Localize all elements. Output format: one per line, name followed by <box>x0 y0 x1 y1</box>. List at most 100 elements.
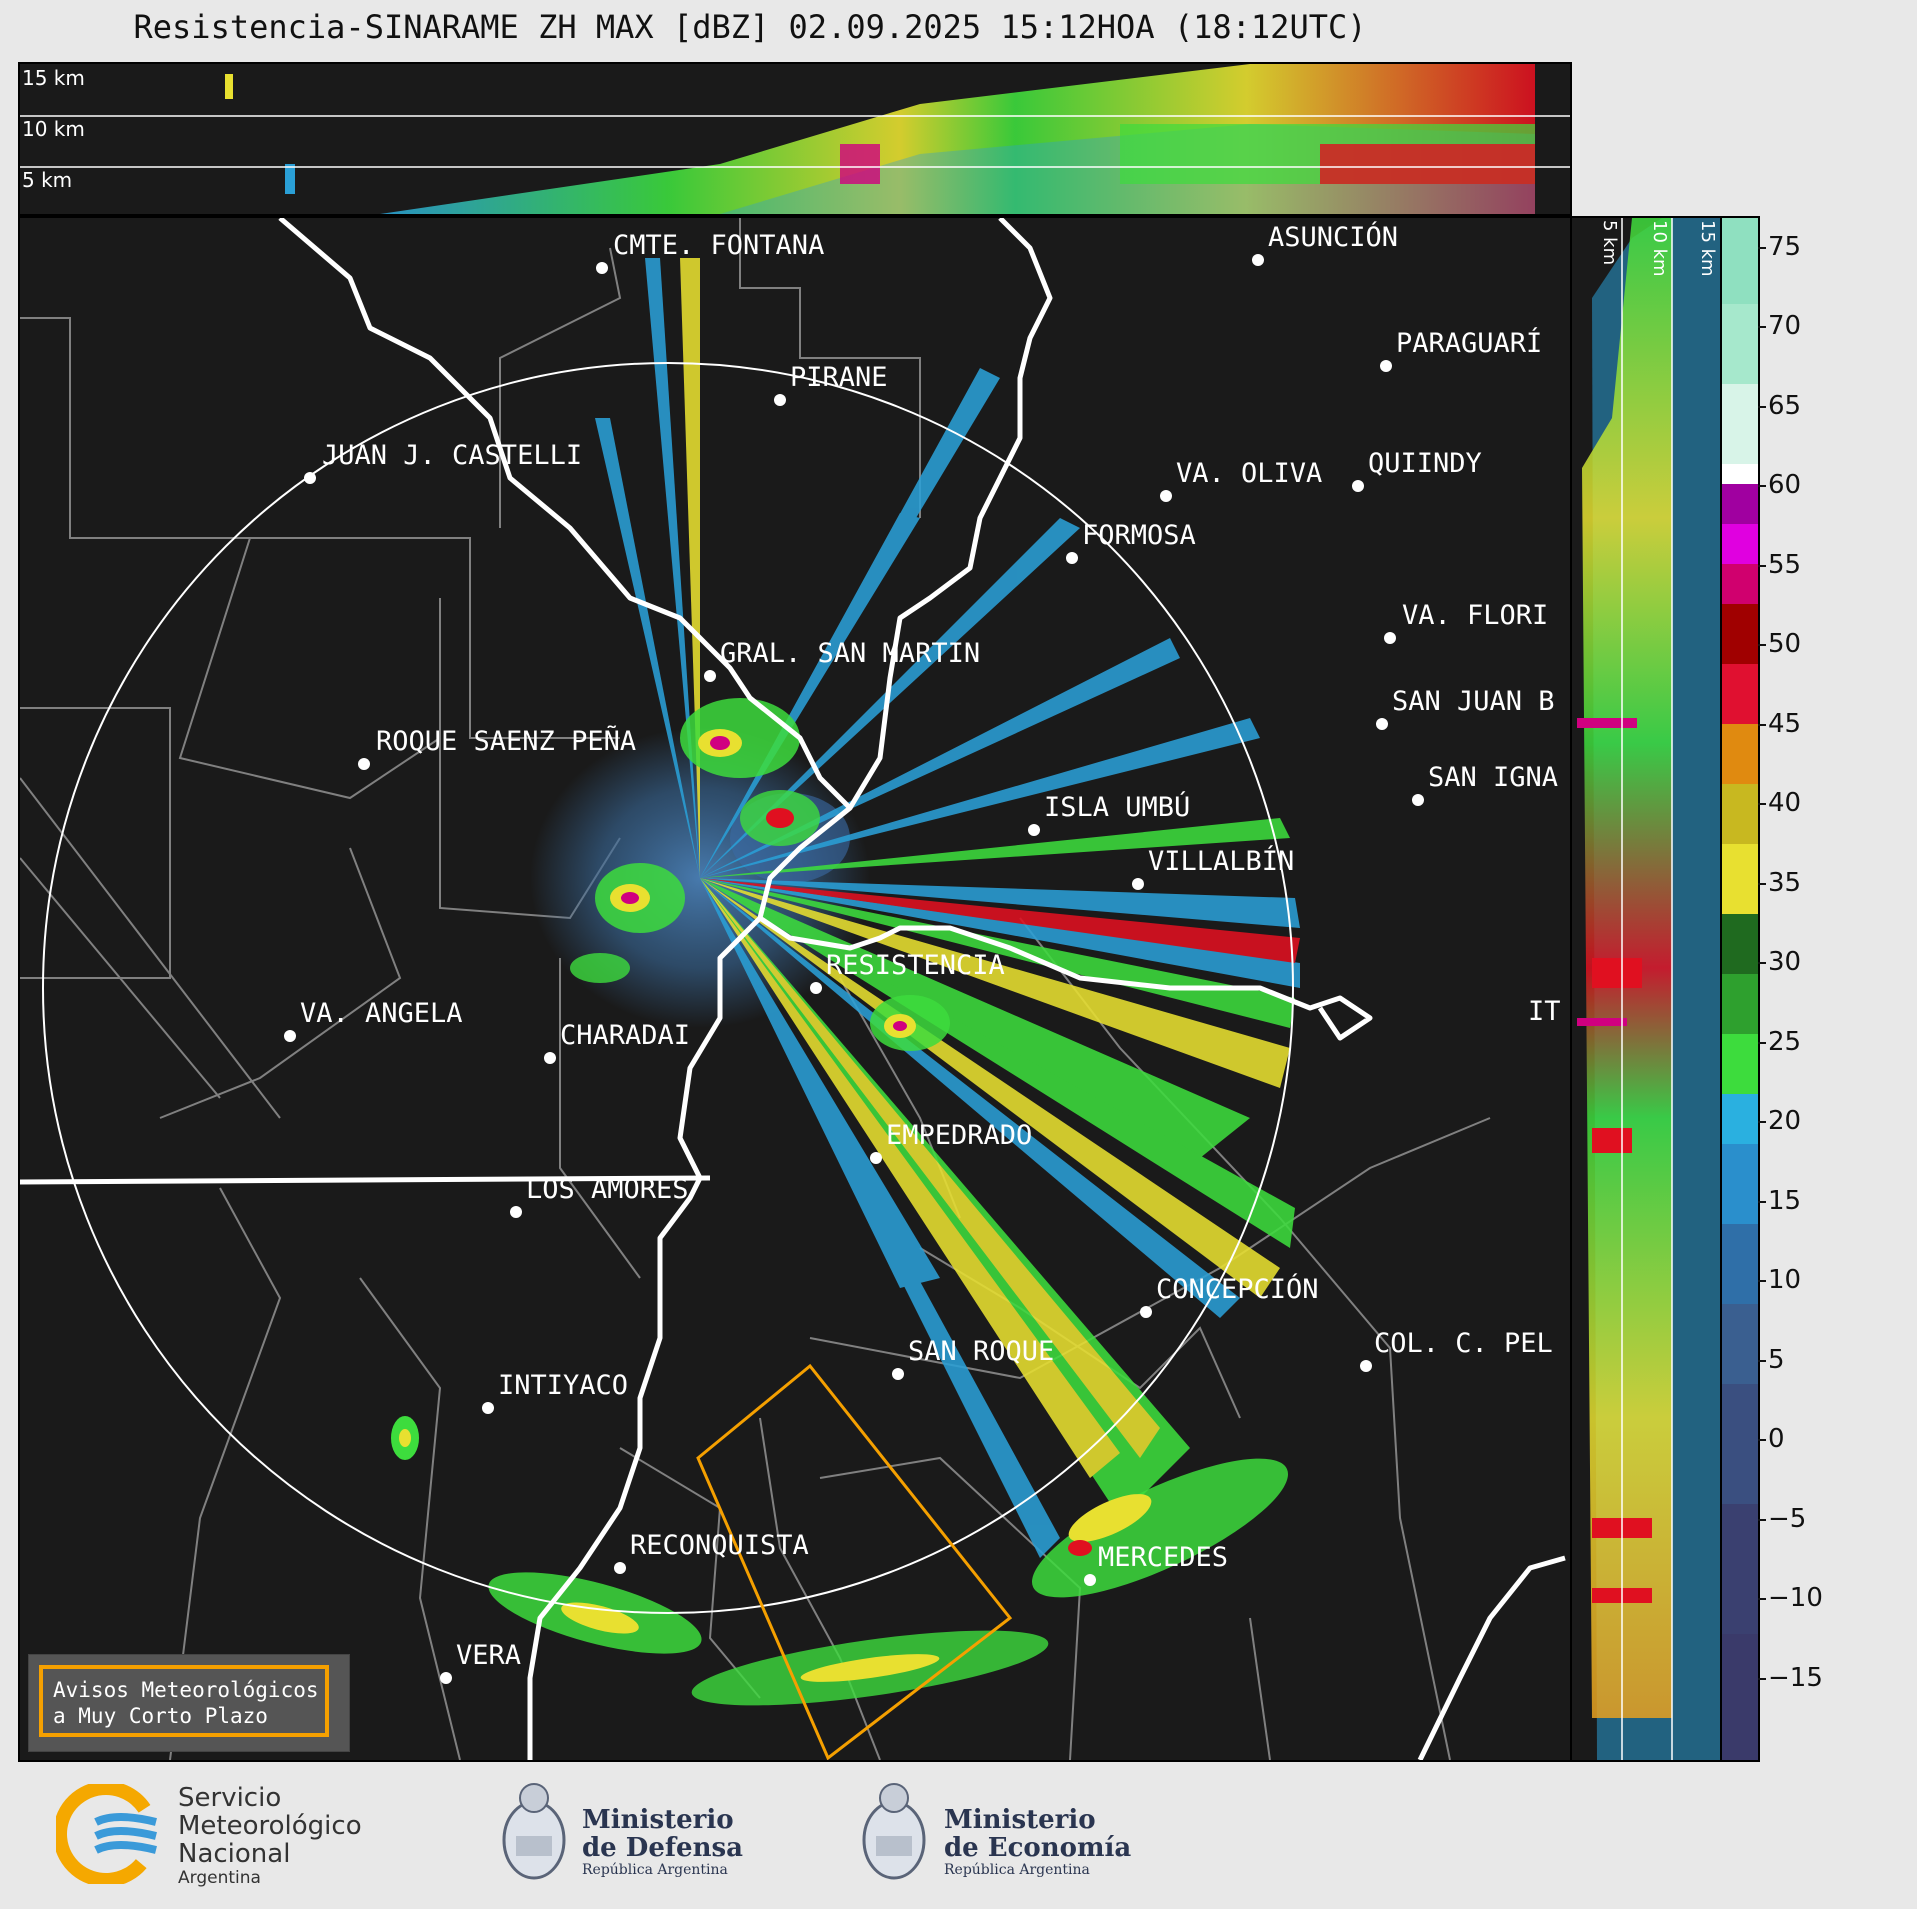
colorbar-tick <box>1758 962 1766 965</box>
city-label-vera: VERA <box>456 1640 522 1671</box>
city-label-roque-saenz-pena: ROQUE SAENZ PEÑA <box>376 726 637 757</box>
city-marker <box>284 1030 296 1042</box>
radar-map-graphics <box>20 218 1566 1760</box>
city-marker <box>1380 360 1392 372</box>
colorbar-label: −15 <box>1768 1662 1823 1693</box>
radar-map: CMTE. FONTANA ASUNCIÓN PARAGUARÍ PIRANE … <box>18 216 1572 1762</box>
colorbar-label: 60 <box>1768 470 1802 501</box>
colorbar-label: 40 <box>1768 788 1802 819</box>
city-marker <box>1252 254 1264 266</box>
city-marker <box>510 1206 522 1218</box>
colorbar-label: 5 <box>1768 1344 1785 1375</box>
colorbar-tick <box>1758 1121 1766 1124</box>
city-label-quiindy: QUIINDY <box>1368 448 1482 479</box>
city-marker <box>1160 490 1172 502</box>
colorbar <box>1720 216 1760 1762</box>
colorbar-label: 70 <box>1768 311 1802 342</box>
city-label-paraguari: PARAGUARÍ <box>1396 328 1543 359</box>
city-label-col-c-pel: COL. C. PEL <box>1374 1328 1553 1359</box>
city-marker <box>1360 1360 1372 1372</box>
colorbar-tick <box>1758 564 1766 567</box>
colorbar-label: 35 <box>1768 867 1802 898</box>
city-label-intiyaco: INTIYACO <box>498 1370 629 1401</box>
warning-polygon <box>696 1363 1013 1760</box>
city-marker <box>1352 480 1364 492</box>
city-marker <box>892 1368 904 1380</box>
top-xsec-echoes <box>20 64 1570 214</box>
xsec-label-5km-v: 5 km <box>1599 220 1620 266</box>
colorbar-tick <box>1758 1359 1766 1362</box>
xsec-label-5km: 5 km <box>22 168 73 192</box>
colorbar-label: 10 <box>1768 1265 1802 1296</box>
city-marker <box>482 1402 494 1414</box>
city-label-villalbin: VILLALBÍN <box>1148 846 1295 877</box>
argentina-seal-icon <box>862 1783 926 1880</box>
city-marker <box>1412 794 1424 806</box>
colorbar-label: 25 <box>1768 1026 1802 1057</box>
smn-logo-text: Servicio Meteorológico Nacional Argentin… <box>178 1783 362 1888</box>
city-marker <box>1084 1574 1096 1586</box>
city-label-asuncion: ASUNCIÓN <box>1268 222 1399 253</box>
city-marker <box>1066 552 1078 564</box>
city-marker <box>1028 824 1040 836</box>
top-cross-section: 15 km 10 km 5 km <box>18 62 1572 216</box>
city-label-va-flori: VA. FLORI <box>1402 600 1549 631</box>
city-marker <box>358 758 370 770</box>
city-marker <box>1376 718 1388 730</box>
defensa-logo-text: Ministerio de Defensa República Argentin… <box>582 1805 743 1878</box>
country-borders <box>20 218 1566 1760</box>
city-marker <box>870 1152 882 1164</box>
city-label-pirane: PIRANE <box>790 362 888 393</box>
city-label-reconquista: RECONQUISTA <box>630 1530 809 1561</box>
range-ring <box>42 362 1294 1614</box>
avisos-frame: Avisos Meteorológicos a Muy Corto Plazo <box>39 1665 329 1737</box>
city-label-charadai: CHARADAI <box>560 1020 691 1051</box>
city-label-it: IT <box>1528 996 1561 1027</box>
colorbar-tick <box>1758 1280 1766 1283</box>
right-xsec-echoes <box>1577 218 1722 1760</box>
colorbar-label: 20 <box>1768 1106 1802 1137</box>
colorbar-label: 45 <box>1768 708 1802 739</box>
city-label-san-igna: SAN IGNA <box>1428 762 1559 793</box>
city-label-mercedes: MERCEDES <box>1098 1542 1229 1573</box>
city-label-gral-san-martin: GRAL. SAN MARTIN <box>720 638 981 669</box>
colorbar-label: −5 <box>1768 1503 1807 1534</box>
colorbar-gradient <box>1722 218 1758 1760</box>
storm-cells <box>391 698 1289 1706</box>
colorbar-label: 15 <box>1768 1185 1802 1216</box>
colorbar-tick <box>1758 882 1766 885</box>
colorbar-tick <box>1758 1200 1766 1203</box>
smn-logo-icon <box>56 1784 159 1884</box>
city-marker <box>704 670 716 682</box>
colorbar-tick <box>1758 644 1766 647</box>
city-label-juan-j-castelli: JUAN J. CASTELLI <box>322 440 583 471</box>
economia-logo-text: Ministerio de Economía República Argenti… <box>944 1805 1132 1878</box>
city-marker <box>1384 632 1396 644</box>
xsec-label-10km: 10 km <box>22 117 85 141</box>
radar-beams <box>595 258 1300 1558</box>
city-label-san-roque: SAN ROQUE <box>908 1336 1055 1367</box>
page-title: Resistencia-SINARAME ZH MAX [dBZ] 02.09.… <box>133 8 1367 46</box>
colorbar-tick <box>1758 723 1766 726</box>
colorbar-tick <box>1758 246 1766 249</box>
city-marker <box>810 982 822 994</box>
colorbar-label: 30 <box>1768 947 1802 978</box>
colorbar-tick <box>1758 326 1766 329</box>
colorbar-tick <box>1758 803 1766 806</box>
argentina-seal-icon <box>502 1783 566 1880</box>
right-cross-section: 5 km 10 km 15 km <box>1570 216 1724 1762</box>
city-marker <box>596 262 608 274</box>
colorbar-label: −10 <box>1768 1583 1823 1614</box>
city-label-san-juan-b: SAN JUAN B <box>1392 686 1555 717</box>
city-label-cmte-fontana: CMTE. FONTANA <box>613 230 825 261</box>
city-marker <box>304 472 316 484</box>
colorbar-tick <box>1758 1041 1766 1044</box>
colorbar-label: 50 <box>1768 629 1802 660</box>
city-marker <box>1132 878 1144 890</box>
colorbar-tick <box>1758 1439 1766 1442</box>
xsec-label-10km-v: 10 km <box>1649 220 1670 277</box>
colorbar-tick <box>1758 1518 1766 1521</box>
city-label-los-amores: LOS AMORES <box>526 1174 689 1205</box>
city-marker <box>774 394 786 406</box>
avisos-box[interactable]: Avisos Meteorológicos a Muy Corto Plazo <box>28 1654 350 1752</box>
